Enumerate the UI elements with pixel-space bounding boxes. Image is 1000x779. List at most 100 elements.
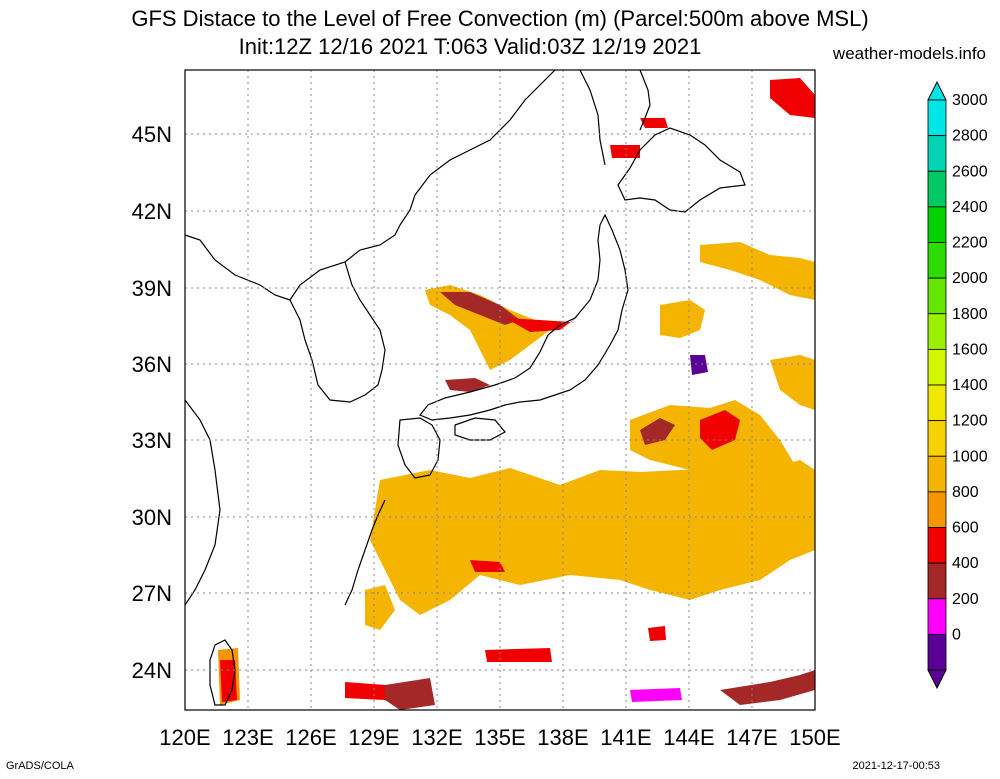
lat-label: 36N bbox=[132, 352, 172, 377]
lat-labels: 45N 42N 39N 36N 33N 30N 27N 24N bbox=[132, 122, 172, 683]
patch-south-24n-red bbox=[345, 682, 385, 700]
colorbar-label: 600 bbox=[952, 520, 979, 537]
coast-china-north bbox=[184, 234, 291, 301]
colorbar-label: 2600 bbox=[952, 163, 988, 180]
coast-sakhalin bbox=[639, 69, 651, 131]
field-northeast-band bbox=[700, 242, 815, 300]
lon-label: 150E bbox=[789, 725, 840, 750]
patch-36n-purple bbox=[690, 355, 708, 375]
colorbar-swatch bbox=[927, 348, 947, 386]
lat-label: 39N bbox=[132, 276, 172, 301]
lon-label: 144E bbox=[663, 725, 714, 750]
lon-label: 129E bbox=[348, 725, 399, 750]
colorbar-swatch bbox=[927, 170, 947, 208]
colorbar-label: 800 bbox=[952, 484, 979, 501]
map-frame bbox=[184, 69, 816, 711]
patch-south-25n bbox=[485, 648, 552, 662]
lon-label: 120E bbox=[159, 725, 210, 750]
coast-honshu bbox=[419, 213, 629, 421]
colorbar-label: 1800 bbox=[952, 306, 988, 323]
site-label: weather-models.info bbox=[832, 44, 986, 63]
field-east-honshu bbox=[660, 300, 705, 338]
patch-east-33n-red bbox=[700, 410, 740, 450]
colorbar-swatch bbox=[927, 313, 947, 350]
graticule bbox=[185, 70, 815, 710]
lon-label: 147E bbox=[726, 725, 777, 750]
field-sea-of-japan bbox=[425, 285, 550, 370]
patch-honshu-north-red bbox=[505, 315, 580, 332]
colorbar-label: 2200 bbox=[952, 235, 988, 252]
colorbar-label: 1400 bbox=[952, 377, 988, 394]
coast-china-east bbox=[184, 399, 221, 606]
patch-kyushu bbox=[445, 378, 490, 392]
colorbar-swatch bbox=[927, 491, 947, 528]
map-title: GFS Distace to the Level of Free Convect… bbox=[131, 6, 869, 31]
patch-south-east-mag bbox=[630, 688, 682, 702]
colorbar-swatch bbox=[927, 277, 947, 315]
lat-label: 42N bbox=[132, 199, 172, 224]
coast-kyushu bbox=[397, 417, 441, 479]
patch-25n-red bbox=[648, 626, 666, 641]
colorbar-arrow-top bbox=[927, 80, 947, 101]
coast-taiwan bbox=[209, 639, 236, 706]
colorbar-label: 1200 bbox=[952, 413, 988, 430]
lat-label: 30N bbox=[132, 505, 172, 530]
lon-label: 138E bbox=[537, 725, 588, 750]
field-east-block bbox=[630, 400, 815, 500]
coast-ryukyu bbox=[344, 499, 386, 606]
lon-labels: 120E 123E 126E 129E 132E 135E 138E 141E … bbox=[159, 725, 840, 750]
colorbar-label: 2400 bbox=[952, 199, 988, 216]
colorbar-label: 400 bbox=[952, 555, 979, 572]
colorbar-swatch bbox=[927, 242, 947, 279]
patch-taiwan-red bbox=[220, 660, 237, 702]
lat-label: 33N bbox=[132, 428, 172, 453]
colorbar-swatch bbox=[927, 633, 947, 671]
lon-label: 135E bbox=[474, 725, 525, 750]
field-east-36n bbox=[770, 355, 815, 410]
colorbar-swatch bbox=[927, 206, 947, 243]
colorbar-swatch bbox=[927, 527, 947, 564]
patch-hokkaido-2 bbox=[640, 118, 668, 128]
colorbar-swatch bbox=[927, 384, 947, 422]
colorbar-swatch bbox=[927, 135, 947, 172]
colorbar-labels: 3000280026002400220020001800160014001200… bbox=[952, 92, 988, 643]
colorbar bbox=[927, 80, 947, 690]
colorbar-label: 1000 bbox=[952, 448, 988, 465]
lon-label: 123E bbox=[222, 725, 273, 750]
colorbar-swatch bbox=[927, 598, 947, 635]
coast-korea bbox=[289, 194, 416, 403]
field-southwest bbox=[365, 585, 395, 630]
colorbar-label: 1600 bbox=[952, 341, 988, 358]
patch-east-33n bbox=[640, 418, 675, 445]
colorbar-label: 200 bbox=[952, 591, 979, 608]
colorbar-label: 0 bbox=[952, 626, 961, 643]
lon-label: 126E bbox=[285, 725, 336, 750]
footer-left: GrADS/COLA bbox=[6, 760, 74, 772]
footer-right: 2021-12-17-00:53 bbox=[852, 760, 940, 772]
lat-label: 27N bbox=[132, 581, 172, 606]
coast-hokkaido bbox=[617, 127, 746, 213]
patch-south-east-24n bbox=[720, 670, 815, 705]
patch-30n-red bbox=[470, 560, 505, 572]
coast-russia bbox=[414, 69, 606, 196]
lfc-shading bbox=[218, 78, 815, 710]
coast-shikoku bbox=[454, 417, 506, 441]
colorbar-swatch bbox=[927, 420, 947, 457]
lon-label: 132E bbox=[411, 725, 462, 750]
colorbar-label: 2000 bbox=[952, 270, 988, 287]
lat-label: 24N bbox=[132, 658, 172, 683]
patch-hokkaido bbox=[770, 78, 815, 118]
field-south-ocean bbox=[370, 460, 815, 615]
map-subtitle: Init:12Z 12/16 2021 T:063 Valid:03Z 12/1… bbox=[238, 34, 702, 59]
colorbar-swatch bbox=[927, 99, 947, 137]
colorbar-swatch bbox=[927, 455, 947, 493]
lon-label: 141E bbox=[600, 725, 651, 750]
patch-south-24n bbox=[385, 678, 435, 710]
coastlines bbox=[184, 69, 746, 706]
colorbar-label: 2800 bbox=[952, 128, 988, 145]
patch-tohoku bbox=[610, 145, 640, 158]
colorbar-arrow-bottom bbox=[927, 669, 947, 690]
lat-label: 45N bbox=[132, 122, 172, 147]
colorbar-label: 3000 bbox=[952, 92, 988, 109]
